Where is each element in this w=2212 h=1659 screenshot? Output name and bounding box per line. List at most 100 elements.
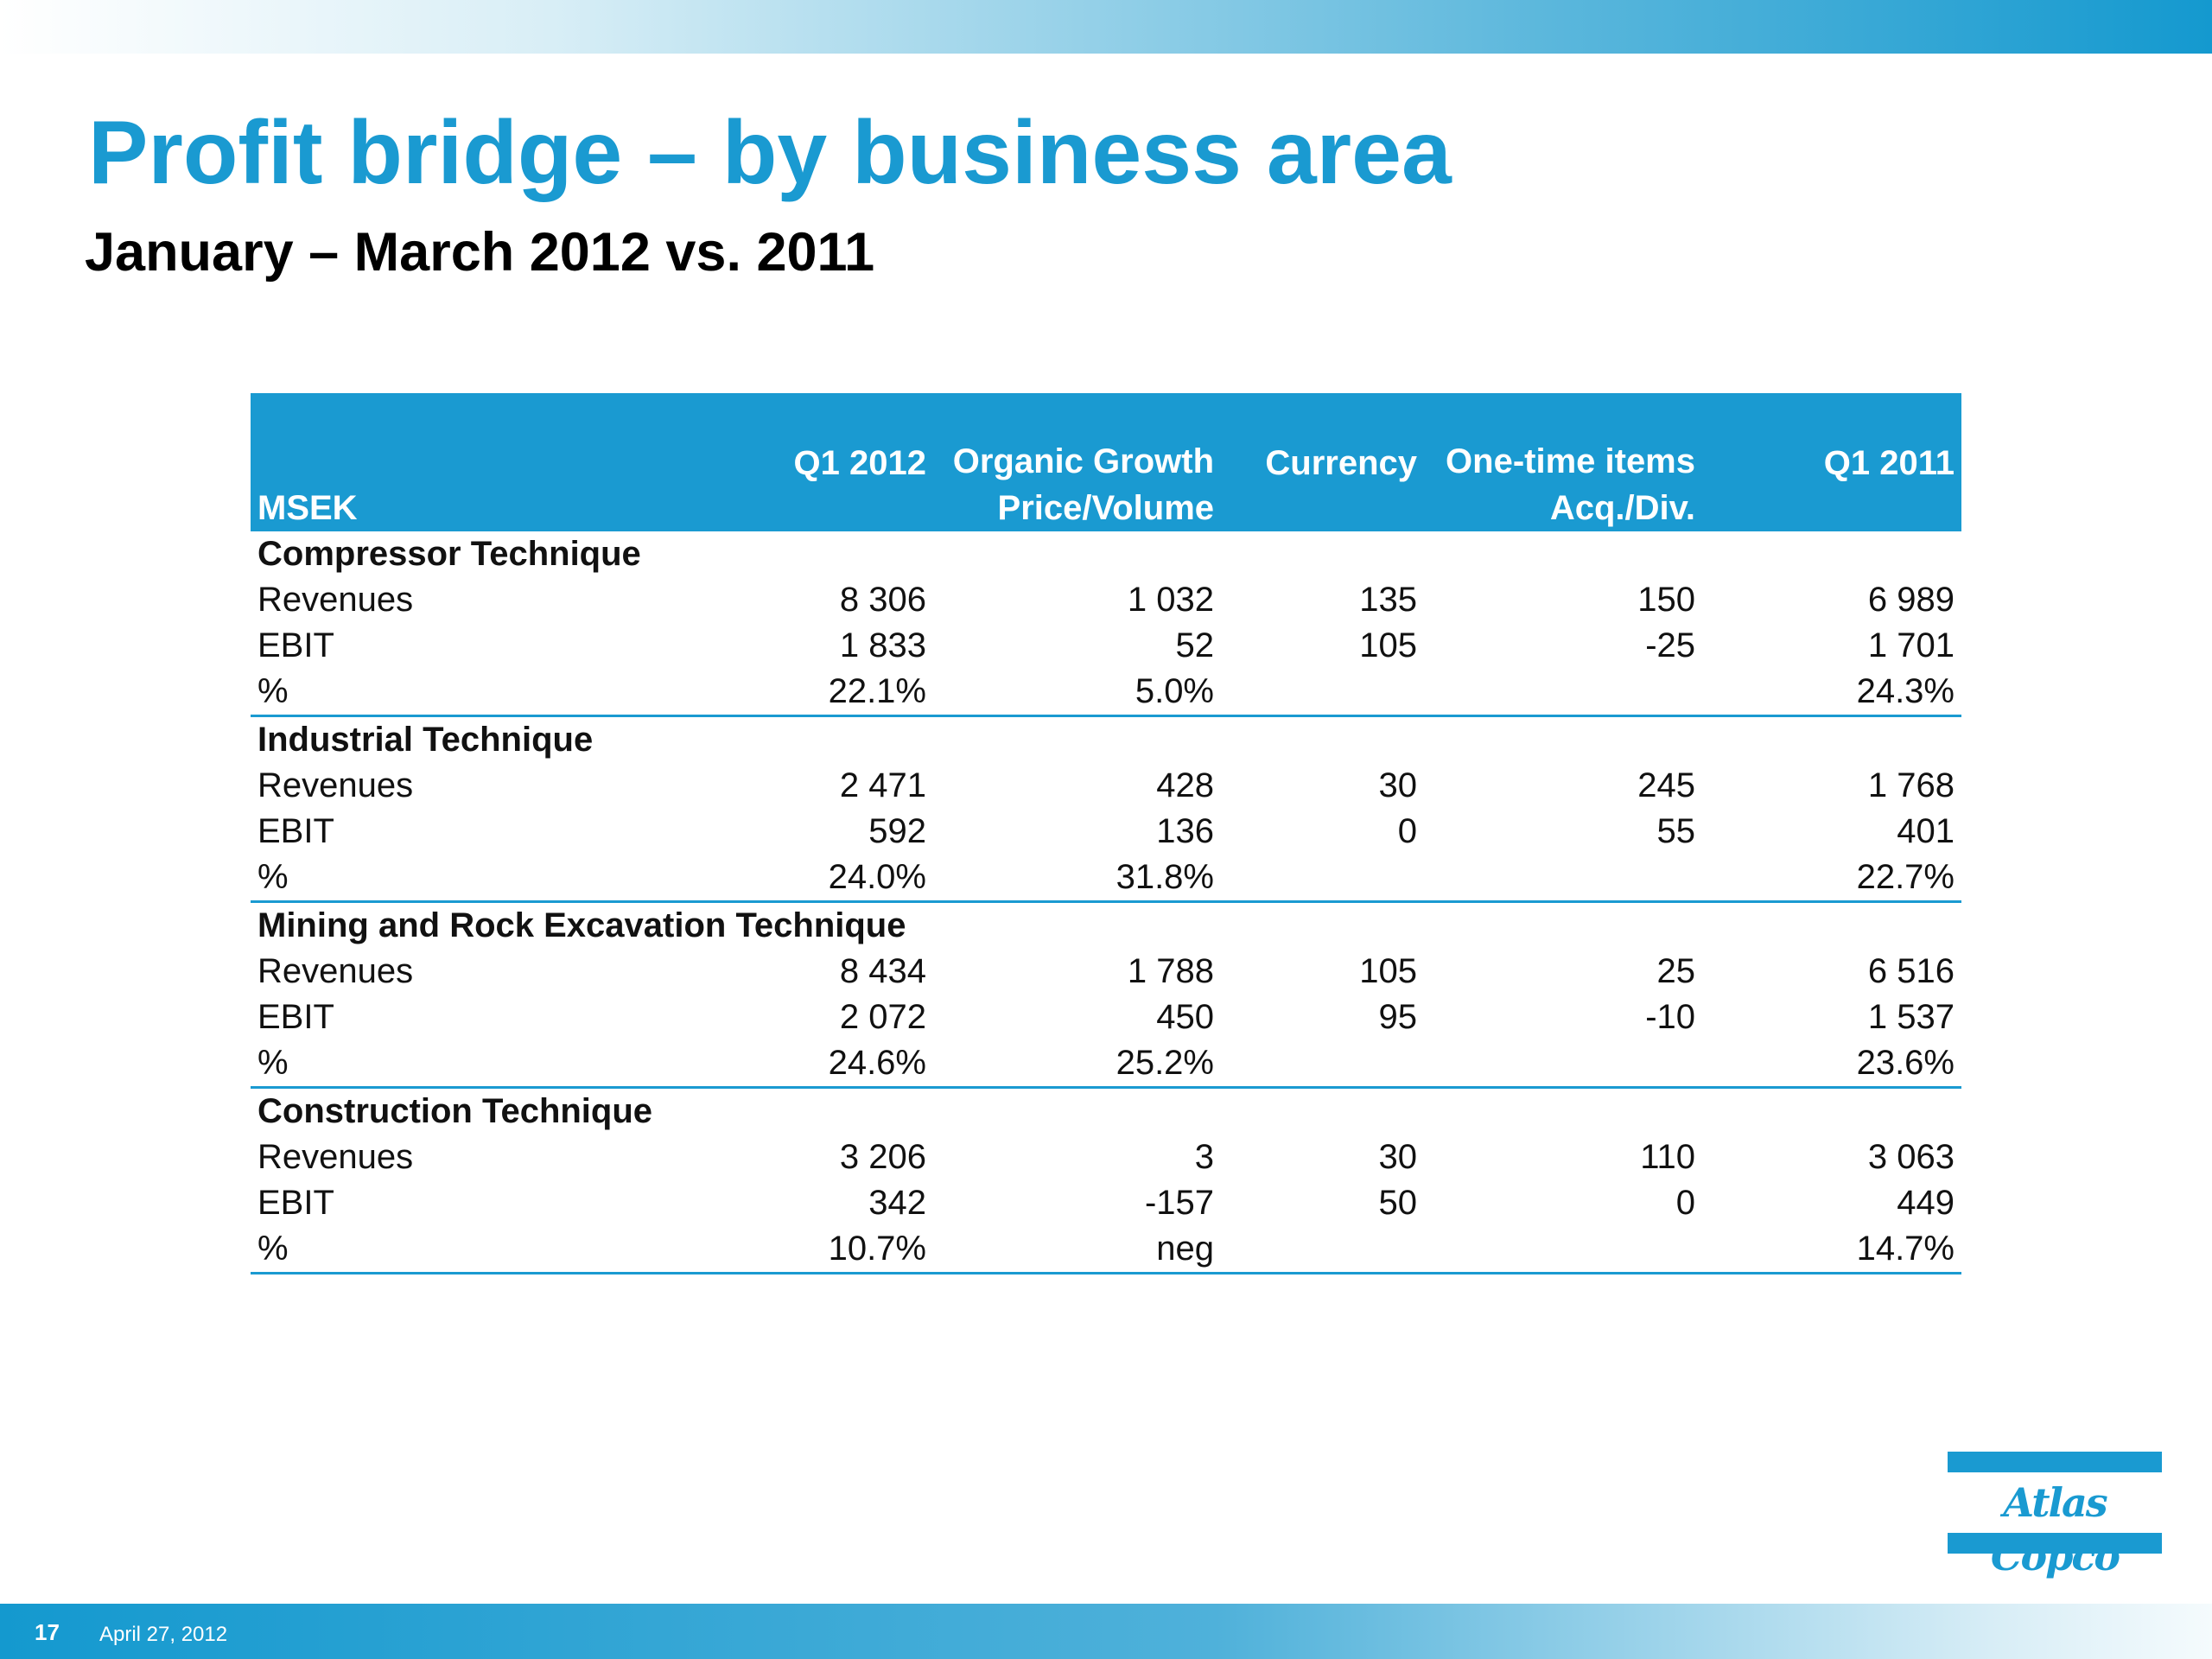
one-time-items-cell: 245 <box>1637 766 1695 804</box>
q1-2011-cell: 24.3% <box>1702 669 1961 717</box>
q1-2011-cell: 1 768 <box>1867 766 1955 804</box>
q1-2011-cell: 22.7% <box>1702 855 1961 903</box>
currency-cell: 0 <box>1397 812 1417 850</box>
q1-2011-cell: 1 701 <box>1867 626 1955 664</box>
q1-2012-cell: 8 306 <box>839 581 926 619</box>
one-time-items-cell: 0 <box>1675 1184 1695 1222</box>
one-time-items-cell <box>1424 669 1702 717</box>
currency-cell: 30 <box>1378 1138 1418 1176</box>
q1-2011-cell: 401 <box>1897 812 1955 850</box>
table-row: EBIT 592 136 0 55 401 <box>251 809 1961 855</box>
table-row: Revenues 8 434 1 788 105 25 6 516 <box>251 949 1961 995</box>
currency-cell: 30 <box>1378 766 1418 804</box>
one-time-items-cell: 55 <box>1656 812 1696 850</box>
header-q1-2012: Q1 2012 <box>793 444 926 482</box>
group-row: Industrial Technique <box>251 716 1961 764</box>
business-area-name: Industrial Technique <box>257 721 594 759</box>
business-area-name: Mining and Rock Excavation Technique <box>257 906 906 944</box>
row-label: Revenues <box>257 581 414 619</box>
logo-wordmark: Atlas Copco <box>1990 1479 2120 1580</box>
q1-2012-cell: 8 434 <box>839 952 926 990</box>
group-row: Mining and Rock Excavation Technique <box>251 902 1961 950</box>
organic-growth-cell: 1 032 <box>1127 581 1214 619</box>
footer-date: April 27, 2012 <box>99 1623 228 1646</box>
row-label: % <box>251 669 683 717</box>
organic-growth-cell: neg <box>933 1226 1221 1274</box>
table-row: EBIT 342 -157 50 0 449 <box>251 1180 1961 1226</box>
one-time-items-cell <box>1424 855 1702 903</box>
table-row: Revenues 8 306 1 032 135 150 6 989 <box>251 577 1961 623</box>
organic-growth-cell: 1 788 <box>1127 952 1214 990</box>
q1-2011-cell: 449 <box>1897 1184 1955 1222</box>
atlas-copco-logo: Atlas Copco <box>1948 1452 2162 1580</box>
header-msek: MSEK <box>257 489 358 527</box>
profit-bridge-table: MSEK Q1 2012 Organic Growth Price/Volume… <box>251 393 1961 1274</box>
one-time-items-cell: -25 <box>1645 626 1695 664</box>
q1-2012-cell: 592 <box>868 812 926 850</box>
row-label: % <box>251 1226 683 1274</box>
header-organic-growth: Organic Growth Price/Volume <box>952 442 1214 527</box>
currency-cell: 105 <box>1359 952 1417 990</box>
q1-2012-cell: 10.7% <box>683 1226 933 1274</box>
currency-cell <box>1221 1226 1424 1274</box>
organic-growth-cell: 450 <box>1156 998 1214 1036</box>
currency-cell: 95 <box>1378 998 1418 1036</box>
organic-growth-cell: 31.8% <box>933 855 1221 903</box>
table-body: Compressor Technique Revenues 8 306 1 032 13… <box>251 531 1961 1274</box>
page-number: 17 <box>35 1619 60 1645</box>
currency-cell: 105 <box>1359 626 1417 664</box>
table-header-row: MSEK Q1 2012 Organic Growth Price/Volume… <box>251 393 1961 531</box>
q1-2012-cell: 2 471 <box>839 766 926 804</box>
organic-growth-cell: 52 <box>1175 626 1215 664</box>
row-label: Revenues <box>257 1138 414 1176</box>
currency-cell: 50 <box>1378 1184 1418 1222</box>
header-currency: Currency <box>1265 444 1417 482</box>
q1-2012-cell: 3 206 <box>839 1138 926 1176</box>
currency-cell <box>1221 669 1424 717</box>
header-one-time-items: One-time items Acq./Div. <box>1446 442 1695 527</box>
q1-2012-cell: 1 833 <box>839 626 926 664</box>
table-row: % 24.0% 31.8% 22.7% <box>251 855 1961 903</box>
currency-cell <box>1221 855 1424 903</box>
organic-growth-cell: 25.2% <box>933 1040 1221 1089</box>
one-time-items-cell: 25 <box>1656 952 1696 990</box>
row-label: % <box>251 1040 683 1089</box>
business-area-name: Construction Technique <box>257 1092 653 1130</box>
q1-2011-cell: 23.6% <box>1702 1040 1961 1089</box>
one-time-items-cell: -10 <box>1645 998 1695 1036</box>
table-row: % 22.1% 5.0% 24.3% <box>251 669 1961 717</box>
slide-subtitle: January – March 2012 vs. 2011 <box>85 222 875 283</box>
q1-2012-cell: 22.1% <box>683 669 933 717</box>
table-row: % 24.6% 25.2% 23.6% <box>251 1040 1961 1089</box>
one-time-items-cell: 150 <box>1637 581 1695 619</box>
q1-2012-cell: 24.6% <box>683 1040 933 1089</box>
organic-growth-cell: 136 <box>1156 812 1214 850</box>
logo-bar-bottom <box>1948 1533 2162 1554</box>
q1-2011-cell: 1 537 <box>1867 998 1955 1036</box>
q1-2012-cell: 342 <box>868 1184 926 1222</box>
logo-bar-top <box>1948 1452 2162 1472</box>
business-area-name: Compressor Technique <box>257 535 641 573</box>
group-row: Compressor Technique <box>251 531 1961 577</box>
header-q1-2011: Q1 2011 <box>1823 444 1955 482</box>
q1-2011-cell: 14.7% <box>1702 1226 1961 1274</box>
one-time-items-cell <box>1424 1226 1702 1274</box>
currency-cell: 135 <box>1359 581 1417 619</box>
table-row: EBIT 1 833 52 105 -25 1 701 <box>251 623 1961 669</box>
one-time-items-cell <box>1424 1040 1702 1089</box>
group-row: Construction Technique <box>251 1088 1961 1135</box>
slide-title: Profit bridge – by business area <box>88 103 1452 203</box>
q1-2011-cell: 3 063 <box>1867 1138 1955 1176</box>
table-row: EBIT 2 072 450 95 -10 1 537 <box>251 995 1961 1040</box>
row-label: EBIT <box>257 626 334 664</box>
table-row: % 10.7% neg 14.7% <box>251 1226 1961 1274</box>
table-row: Revenues 2 471 428 30 245 1 768 <box>251 763 1961 809</box>
q1-2011-cell: 6 989 <box>1867 581 1955 619</box>
organic-growth-cell: -157 <box>1144 1184 1214 1222</box>
row-label: EBIT <box>257 1184 334 1222</box>
q1-2012-cell: 2 072 <box>839 998 926 1036</box>
row-label: EBIT <box>257 812 334 850</box>
q1-2012-cell: 24.0% <box>683 855 933 903</box>
table-row: Revenues 3 206 3 30 110 3 063 <box>251 1135 1961 1180</box>
row-label: Revenues <box>257 766 414 804</box>
